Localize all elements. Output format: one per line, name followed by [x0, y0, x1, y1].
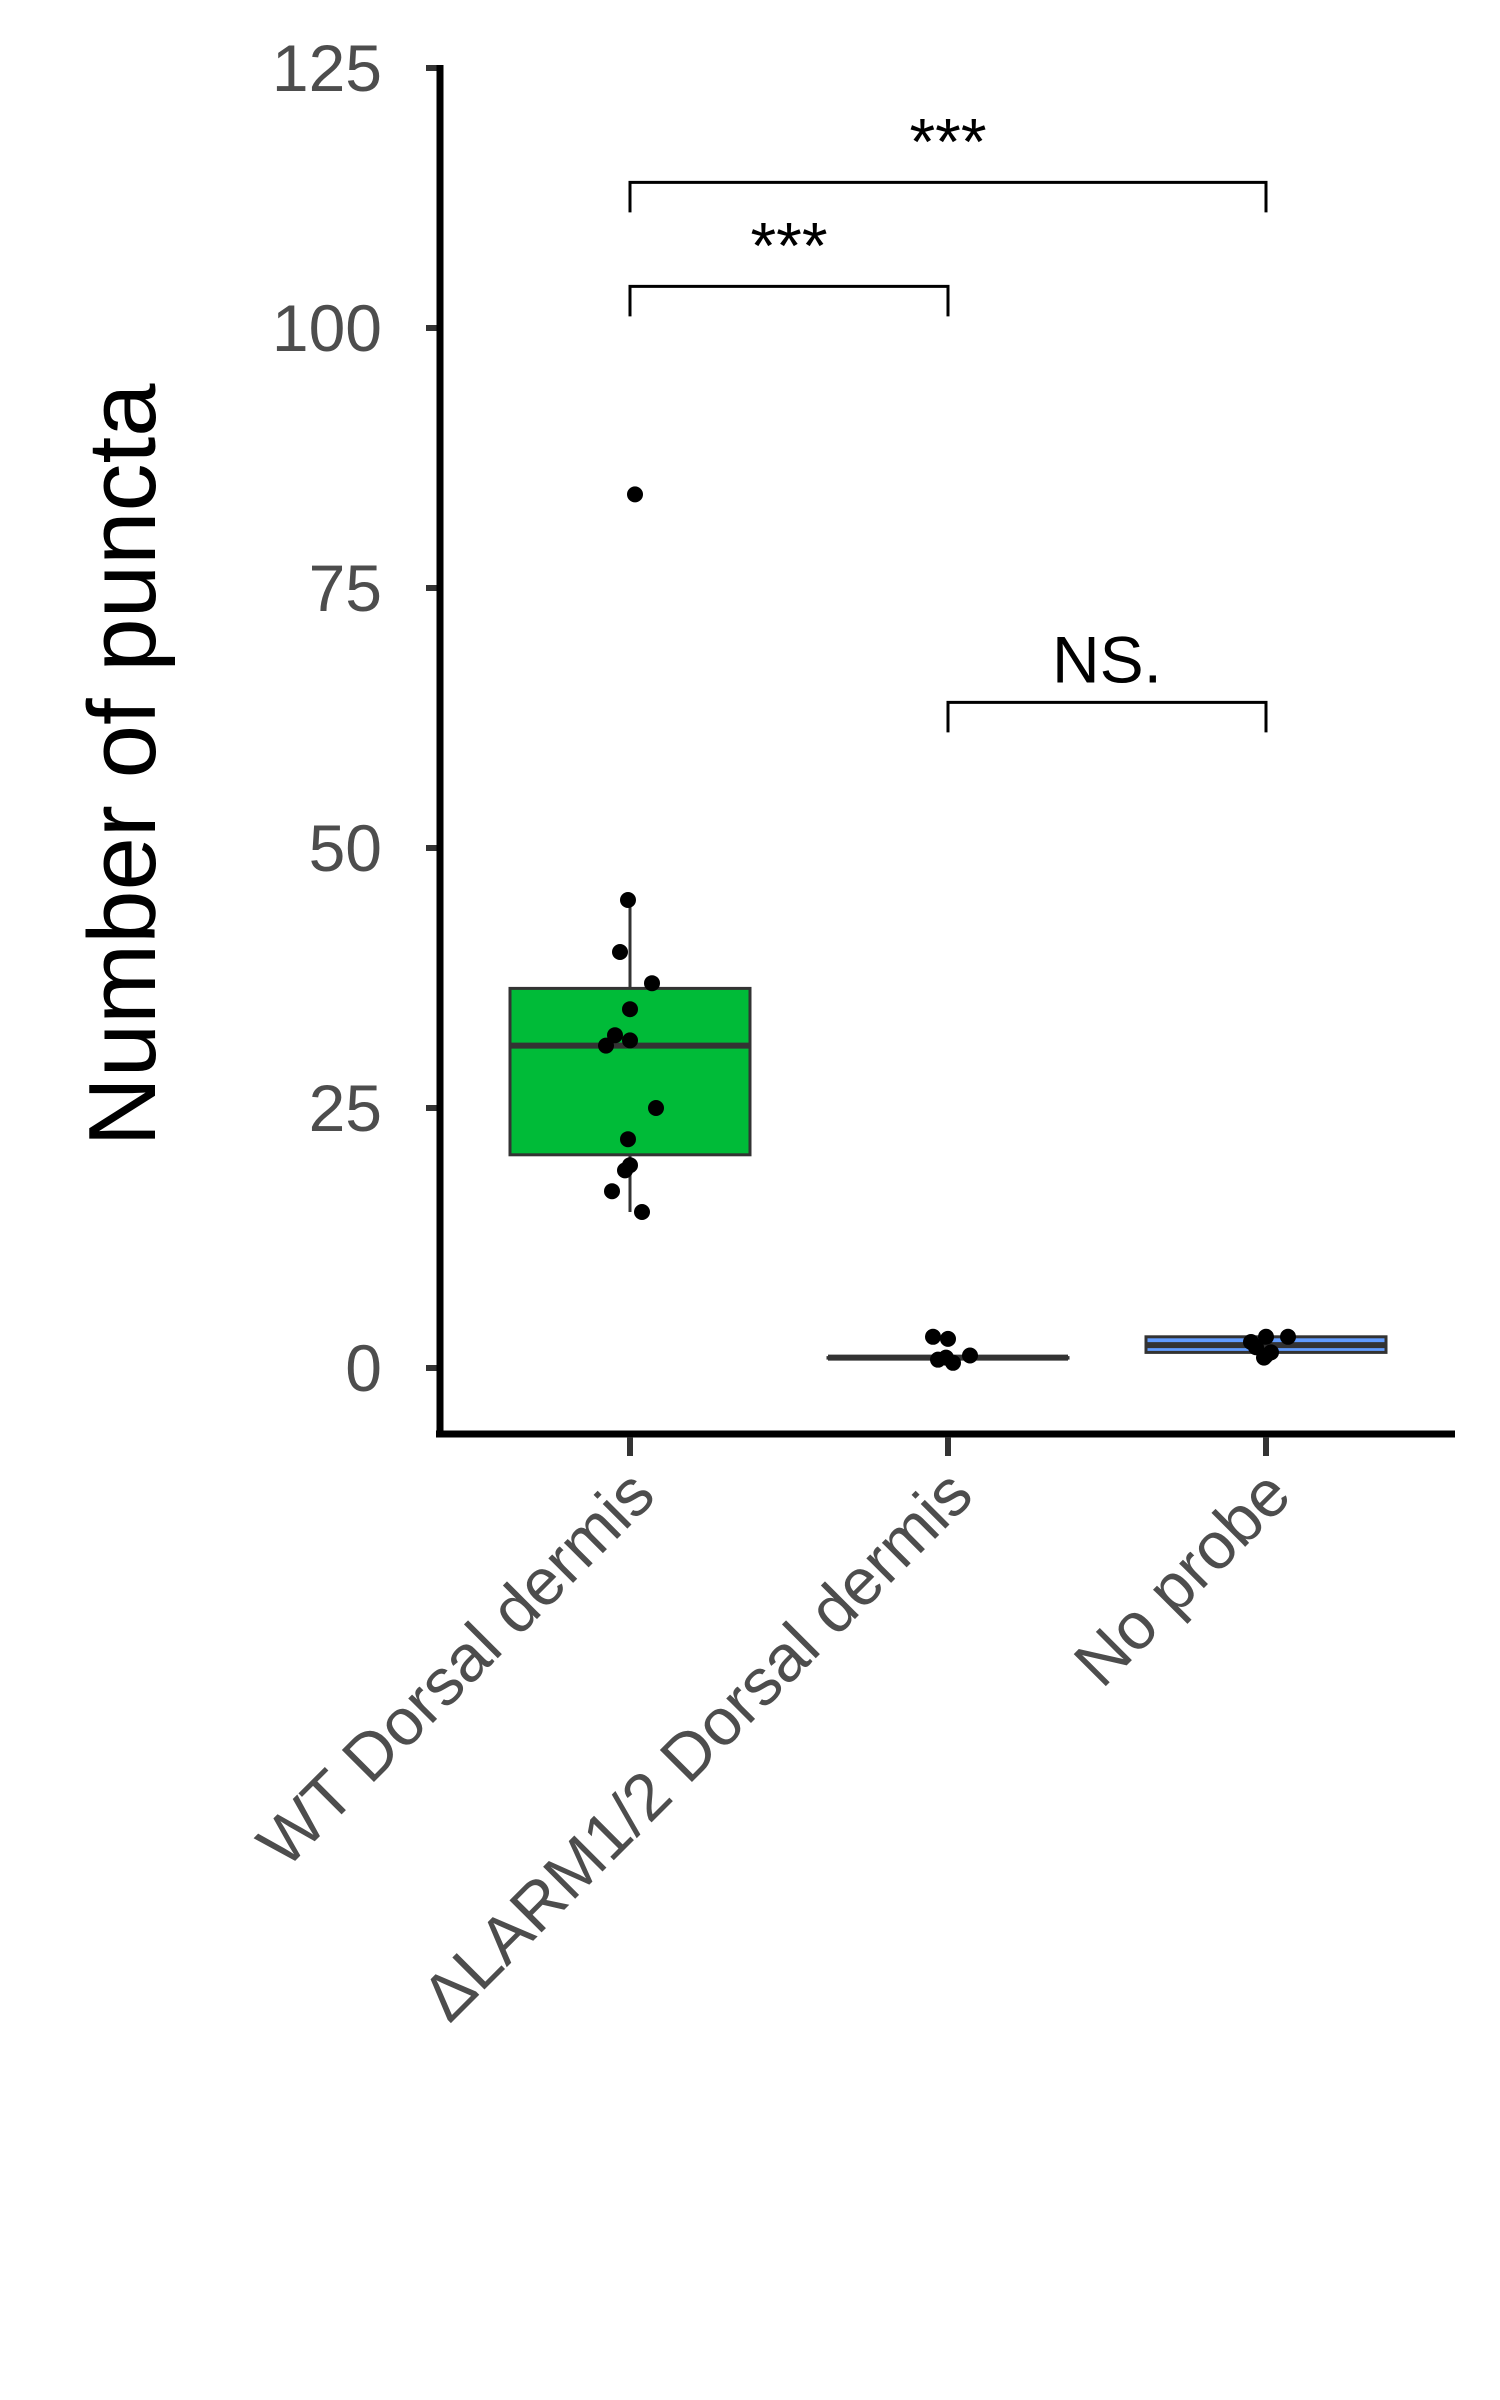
significance-brackets: *** *** NS.: [628, 104, 1268, 733]
boxes: [508, 900, 1388, 1361]
data-point: [620, 1131, 636, 1148]
y-tick-label: 50: [309, 811, 382, 885]
data-point: [1258, 1328, 1274, 1345]
data-point: [644, 975, 660, 992]
data-point: [1280, 1328, 1296, 1345]
significance-label: NS.: [1052, 622, 1162, 696]
x-tick-label: ΔLARM1/2 Dorsal dermis: [407, 1456, 986, 2035]
data-point: [925, 1328, 941, 1345]
data-point: [622, 1032, 638, 1049]
data-point: [617, 1162, 633, 1179]
y-axis-title: Number of puncta: [69, 383, 176, 1147]
y-axis-ticks: 0 25 50 75 100 125: [272, 31, 440, 1405]
y-tick-label: 75: [309, 551, 382, 625]
data-point: [634, 1204, 650, 1220]
significance-bracket: [628, 180, 1268, 213]
data-point: [648, 1100, 664, 1116]
data-point: [612, 944, 628, 960]
data-point: [627, 486, 643, 503]
data-point: [962, 1347, 978, 1364]
significance-label: ***: [750, 208, 827, 282]
data-point: [604, 1183, 620, 1200]
data-point: [1258, 1347, 1274, 1364]
x-tick-label: No probe: [1060, 1456, 1304, 1700]
data-point: [940, 1330, 956, 1347]
y-tick-label: 25: [309, 1071, 382, 1145]
significance-label: ***: [909, 104, 986, 178]
data-point: [620, 892, 636, 908]
data-points: [598, 486, 1296, 1371]
y-tick-label: 0: [345, 1331, 382, 1405]
data-point: [607, 1027, 623, 1044]
y-tick-label: 125: [272, 31, 382, 105]
y-tick-label: 100: [272, 291, 382, 365]
significance-bracket: [628, 284, 950, 317]
data-point: [598, 1037, 614, 1054]
significance-bracket: [946, 700, 1268, 733]
data-point: [930, 1351, 946, 1368]
axes: [436, 65, 1455, 1438]
data-point: [1243, 1334, 1259, 1350]
data-point: [622, 1001, 638, 1018]
